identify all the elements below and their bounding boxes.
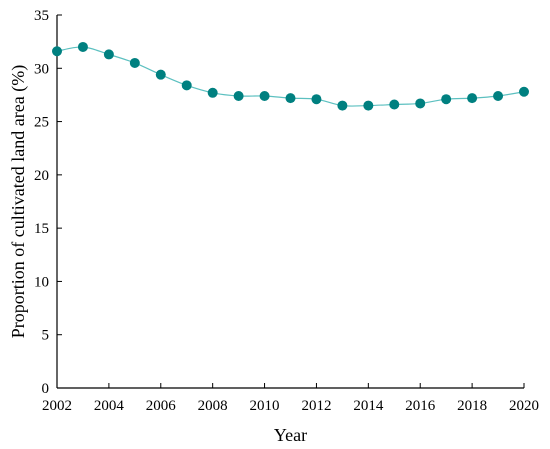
data-point: [233, 90, 244, 101]
data-point: [103, 49, 114, 60]
data-point: [389, 99, 400, 110]
data-point: [52, 46, 62, 57]
y-tick-label: 35: [34, 8, 49, 24]
data-point: [493, 90, 504, 101]
data-point: [441, 94, 452, 105]
data-point: [77, 41, 88, 52]
x-tick-label: 2002: [42, 398, 72, 414]
x-tick-label: 2006: [146, 398, 177, 414]
y-tick-label: 0: [42, 381, 50, 397]
data-point: [285, 93, 296, 104]
data-point: [181, 80, 192, 91]
data-point: [363, 100, 374, 111]
x-axis-ticks: 2002 2004 2006 2008 2010 2012 2014 2016 2018 2020: [42, 383, 539, 414]
x-axis-title: Year: [274, 425, 307, 445]
data-point: [337, 100, 348, 111]
x-tick-label: 2014: [353, 398, 384, 414]
x-tick-label: 2020: [509, 398, 539, 414]
y-axis-ticks: 0 5 10 15 20 25 30 35: [34, 8, 62, 397]
data-point: [415, 98, 426, 109]
series-layer: [52, 41, 529, 111]
x-tick-label: 2012: [301, 398, 331, 414]
x-tick-label: 2010: [250, 398, 280, 414]
data-point: [467, 93, 478, 104]
y-tick-label: 10: [34, 274, 49, 290]
data-point: [519, 86, 529, 97]
data-point: [207, 87, 218, 98]
data-point: [311, 94, 322, 105]
x-tick-label: 2018: [457, 398, 487, 414]
y-tick-label: 5: [42, 328, 50, 344]
y-tick-label: 15: [34, 221, 49, 237]
x-tick-label: 2008: [198, 398, 228, 414]
data-point: [259, 90, 270, 101]
y-tick-label: 25: [34, 115, 49, 131]
data-point: [155, 69, 166, 80]
x-tick-label: 2004: [94, 398, 125, 414]
y-tick-label: 30: [34, 61, 49, 77]
x-tick-label: 2016: [405, 398, 436, 414]
y-tick-label: 20: [34, 168, 49, 184]
y-axis-title: Proportion of cultivated land area (%): [8, 65, 29, 338]
data-point: [129, 57, 140, 68]
